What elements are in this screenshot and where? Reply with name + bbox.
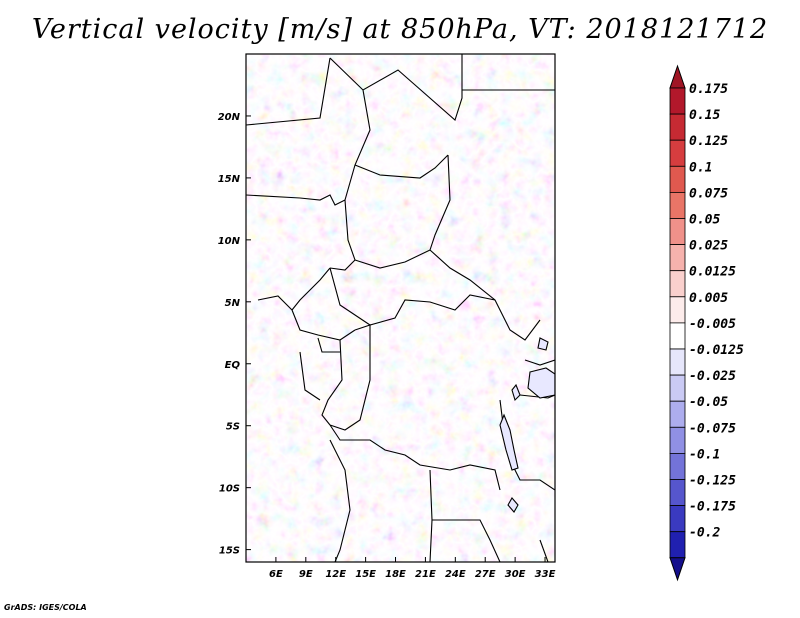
- colorbar-label: 0.15: [689, 108, 720, 123]
- colorbar-label: 0.005: [689, 291, 728, 306]
- colorbar-label: 0.1: [689, 160, 712, 175]
- x-axis: 6E 9E 12E 15E 18E 21E 24E 27E 30E 33E: [269, 557, 556, 580]
- colorbar: 0.175 0.15 0.125 0.1 0.075 0.05 0.025 0.0125 0.0…: [669, 64, 744, 582]
- colorbar-swatch: [669, 505, 686, 533]
- y-tick-label: 20N: [218, 112, 241, 123]
- colorbar-swatch: [669, 296, 686, 324]
- colorbar-swatch: [669, 244, 686, 272]
- colorbar-swatch: [669, 139, 686, 167]
- x-tick-label: 33E: [535, 569, 556, 580]
- colorbar-label: 0.175: [689, 82, 728, 97]
- colorbar-swatch: [669, 270, 686, 298]
- colorbar-label: 0.0125: [689, 265, 736, 280]
- colorbar-swatch: [669, 531, 686, 559]
- y-tick-label: 10S: [219, 484, 240, 495]
- y-tick-label: 5S: [226, 422, 240, 433]
- country-borders: [246, 54, 555, 562]
- colorbar-label: 0.025: [689, 239, 728, 254]
- map-plot-area: [245, 53, 556, 563]
- x-tick-label: 9E: [299, 569, 313, 580]
- colorbar-label: -0.125: [689, 474, 736, 489]
- y-tick-label: 15S: [219, 546, 240, 557]
- colorbar-swatch: [669, 322, 686, 350]
- x-tick-label: 21E: [415, 569, 436, 580]
- colorbar-label: 0.125: [689, 134, 728, 149]
- colorbar-label: -0.005: [689, 317, 736, 332]
- y-tick-label: 5N: [225, 298, 241, 309]
- colorbar-swatch: [669, 374, 686, 402]
- credit-label: GrADS: IGES/COLA: [4, 603, 87, 612]
- chart-title: Vertical velocity [m/s] at 850hPa, VT: 2…: [31, 14, 769, 45]
- colorbar-label: -0.025: [689, 369, 736, 384]
- colorbar-swatch: [669, 348, 686, 376]
- plot-frame: [245, 53, 556, 563]
- colorbar-label: 0.075: [689, 186, 728, 201]
- colorbar-swatch: [669, 426, 686, 454]
- colorbar-swatch: [669, 479, 686, 507]
- colorbar-label: -0.2: [689, 526, 720, 541]
- colorbar-label: 0.05: [689, 213, 720, 228]
- colorbar-swatch: [669, 87, 686, 115]
- x-tick-label: 18E: [385, 569, 406, 580]
- x-tick-label: 30E: [505, 569, 526, 580]
- x-tick-label: 15E: [355, 569, 376, 580]
- x-tick-label: 12E: [325, 569, 346, 580]
- colorbar-top-arrow: [669, 64, 686, 89]
- x-tick-label: 6E: [269, 569, 283, 580]
- colorbar-label: -0.075: [689, 421, 736, 436]
- colorbar-swatch: [669, 165, 686, 193]
- colorbar-label: -0.05: [689, 395, 728, 410]
- x-tick-label: 27E: [475, 569, 496, 580]
- colorbar-bottom-arrow: [669, 557, 686, 582]
- y-axis: 20N 15N 10N 5N EQ 5S 10S 15S: [218, 112, 251, 557]
- colorbar-label: -0.0125: [689, 343, 744, 358]
- y-tick-label: 10N: [218, 236, 241, 247]
- y-tick-label: 15N: [218, 174, 241, 185]
- colorbar-swatch: [669, 452, 686, 480]
- colorbar-swatch: [669, 218, 686, 246]
- colorbar-label: -0.175: [689, 500, 736, 515]
- lakes-and-coast: [499, 337, 555, 513]
- colorbar-label: -0.1: [689, 447, 720, 462]
- colorbar-swatch: [669, 191, 686, 219]
- colorbar-swatch: [669, 113, 686, 141]
- colorbar-swatch: [669, 400, 686, 428]
- y-tick-label: EQ: [225, 360, 241, 371]
- x-tick-label: 24E: [445, 569, 466, 580]
